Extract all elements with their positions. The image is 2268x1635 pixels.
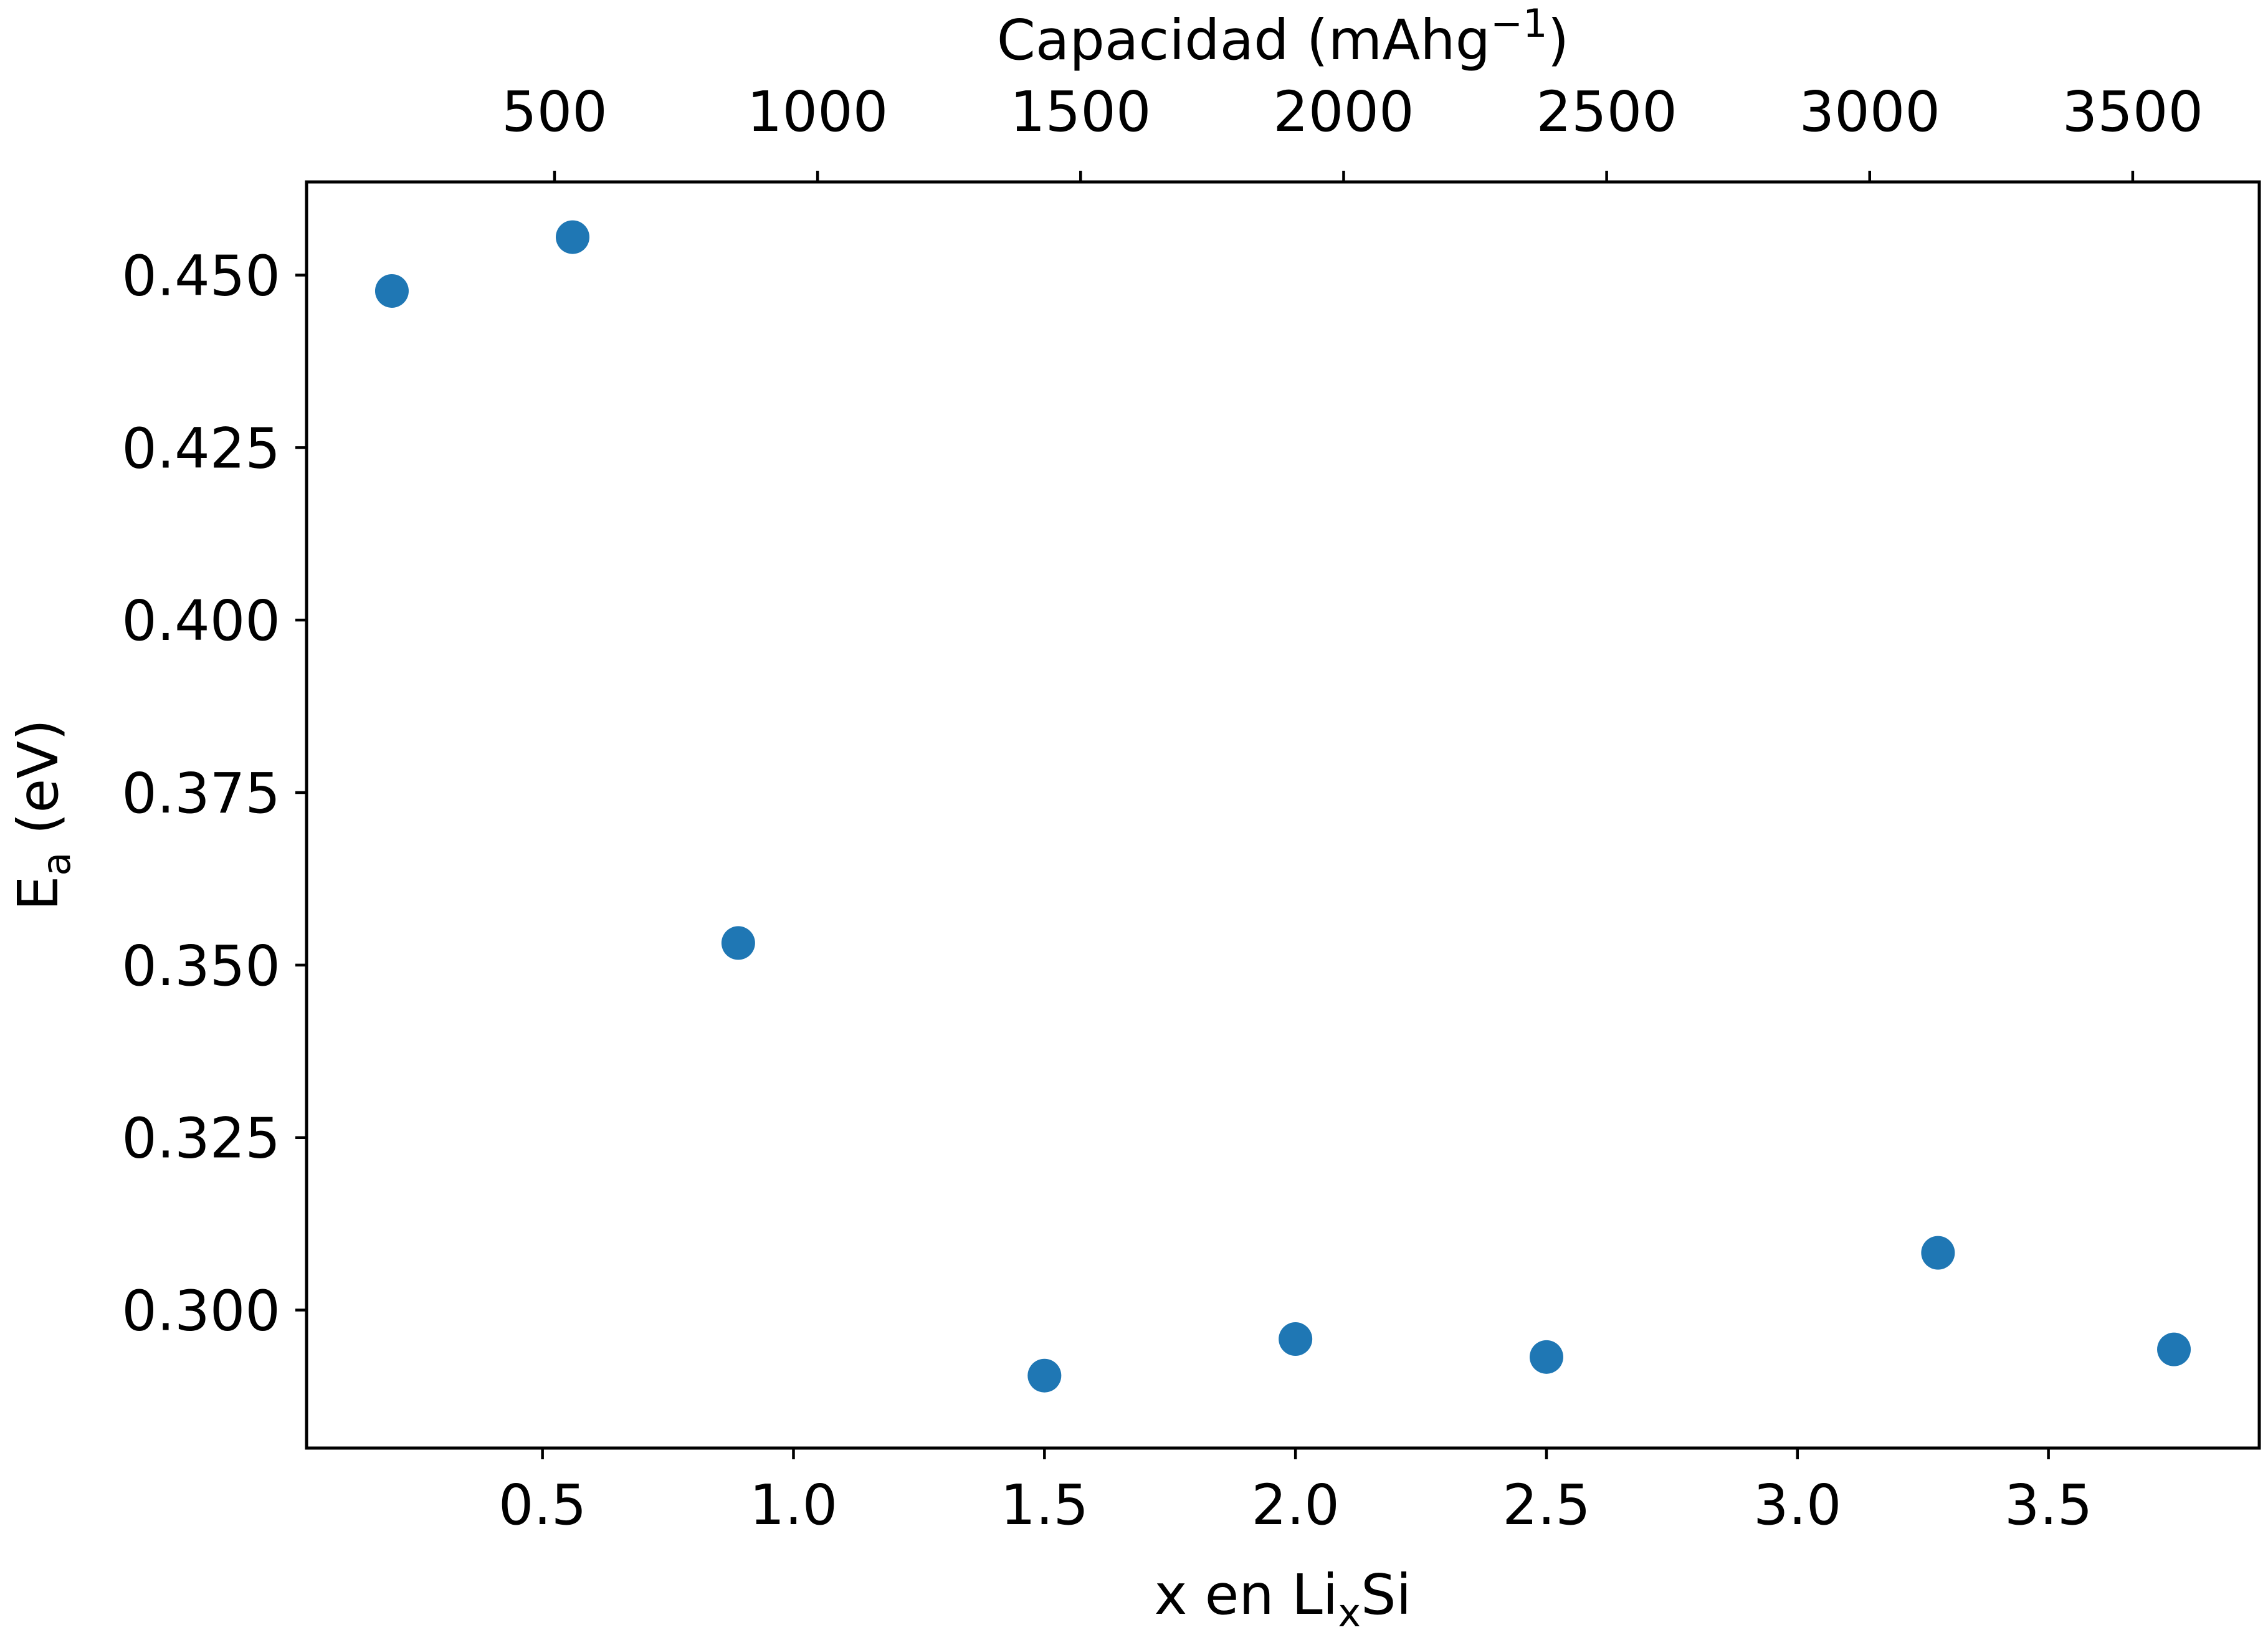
- data-points: [374, 220, 2191, 1393]
- top-tick-label: 3500: [2062, 79, 2204, 144]
- data-point: [374, 274, 409, 308]
- x-tick-label: 3.0: [1753, 1472, 1842, 1537]
- top-axis-ticks: 500 1000 1500 2000 2500 3000 3500: [502, 79, 2203, 182]
- top-tick-label: 500: [502, 79, 608, 144]
- y-tick-label: 0.350: [122, 933, 280, 998]
- data-point: [721, 926, 755, 960]
- y-axis-label: Ea (eV): [6, 719, 79, 911]
- y-tick-label: 0.400: [122, 588, 280, 653]
- top-axis-label: Capacidad (mAhg−1): [997, 1, 1570, 72]
- x-tick-label: 1.0: [750, 1472, 838, 1537]
- top-tick-label: 2500: [1536, 79, 1677, 144]
- data-point: [1921, 1236, 1955, 1270]
- y-tick-label: 0.425: [122, 416, 280, 480]
- x-tick-label: 1.5: [1001, 1472, 1089, 1537]
- top-tick-label: 2000: [1273, 79, 1414, 144]
- x-axis-label: x en LixSi: [1155, 1562, 1412, 1635]
- y-tick-label: 0.450: [122, 243, 280, 308]
- data-point: [2157, 1332, 2191, 1366]
- top-tick-label: 3000: [1799, 79, 1941, 144]
- data-point: [1027, 1358, 1062, 1393]
- plot-frame: [305, 180, 2261, 1450]
- y-tick-label: 0.325: [122, 1106, 280, 1171]
- x-tick-label: 0.5: [498, 1472, 587, 1537]
- x-tick-label: 3.5: [2004, 1472, 2093, 1537]
- x-tick-label: 2.5: [1502, 1472, 1591, 1537]
- data-point: [555, 220, 589, 254]
- x-axis-ticks: 0.5 1.0 1.5 2.0 2.5 3.0 3.5: [498, 1448, 2093, 1537]
- x-tick-label: 2.0: [1251, 1472, 1340, 1537]
- top-tick-label: 1000: [747, 79, 889, 144]
- data-point: [1279, 1322, 1313, 1356]
- data-point: [1529, 1340, 1563, 1374]
- y-tick-label: 0.300: [122, 1279, 280, 1343]
- y-tick-label: 0.375: [122, 761, 280, 826]
- y-axis-ticks: 0.300 0.325 0.350 0.375 0.400 0.425 0.450: [122, 243, 307, 1343]
- top-tick-label: 1500: [1010, 79, 1151, 144]
